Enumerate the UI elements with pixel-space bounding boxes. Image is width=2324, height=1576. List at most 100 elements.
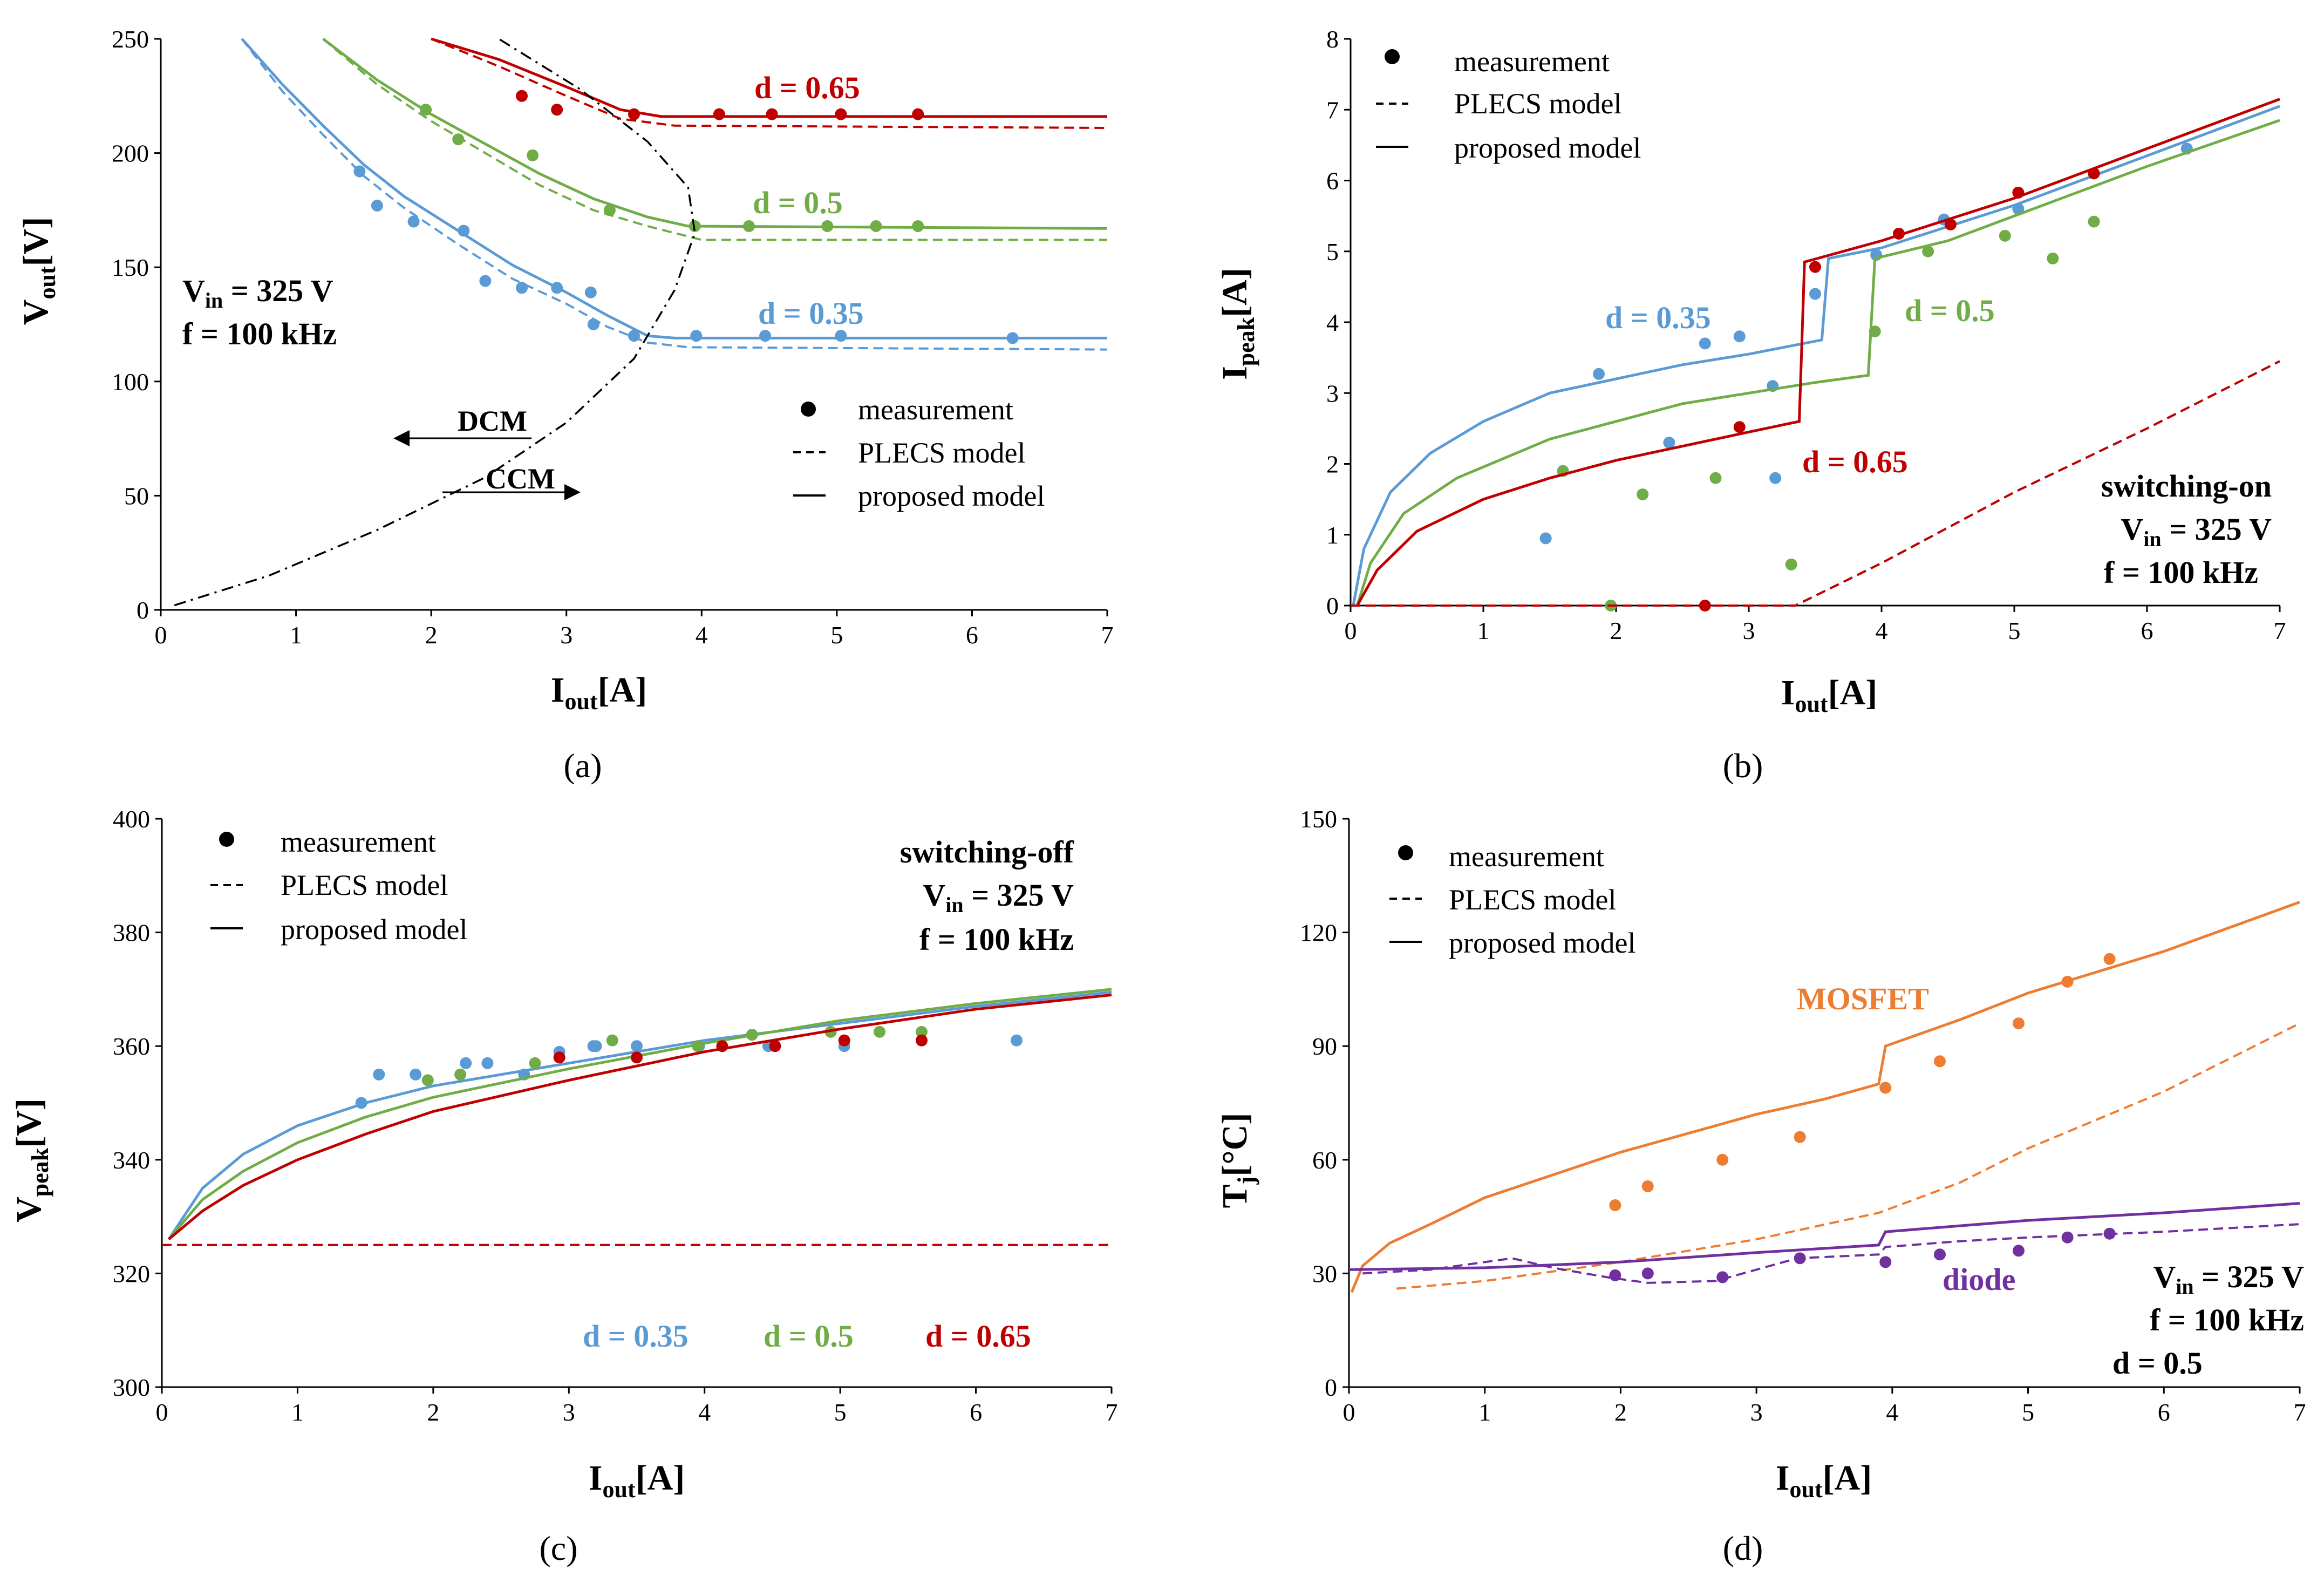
x-tick-label-c: 5: [834, 1398, 847, 1426]
measured-point-d-0-35-a: [516, 282, 528, 294]
measured-point-d-0-65-a: [628, 108, 640, 120]
conditions-vin-a: Vin = 325 V: [182, 273, 333, 313]
legend-label-proposed-a: proposed model: [858, 480, 1045, 512]
measured-point-d-0-35-c: [355, 1097, 367, 1109]
legend-d: measurement PLECS model proposed model: [1389, 840, 1635, 959]
measured-point-d-0-35-a: [371, 199, 383, 212]
measured-point-mosfet-d: [1879, 1082, 1892, 1094]
dcm-label: DCM: [458, 405, 527, 437]
legend-label-proposed-d: proposed model: [1449, 927, 1635, 959]
conditions-f-b: f = 100 kHz: [2104, 555, 2258, 590]
measured-point-d-0-35-a: [551, 282, 563, 294]
series-label-diode-d: diode: [1943, 1262, 2015, 1297]
measured-point-d-0-5-a: [742, 220, 755, 233]
x-tick-label-b: 7: [2274, 617, 2286, 644]
y-axis-title-c: Vpeak[V]: [9, 1098, 53, 1222]
legend-label-plecs-c: PLECS model: [281, 869, 448, 901]
measured-point-d-0-5-a: [912, 220, 924, 233]
x-tick-label-a: 0: [155, 621, 167, 649]
y-tick-label-d: 30: [1312, 1260, 1337, 1287]
measured-point-mosfet-d: [2061, 975, 2074, 988]
proposed-line-d-0-65-a: [431, 37, 1107, 118]
plecs-line-diode-d: [1362, 1223, 2300, 1284]
measured-point-d-0-5-a: [603, 204, 616, 216]
measured-point-d-0-65-b: [1699, 600, 1711, 612]
proposed-line-d-0-65-b: [1356, 98, 2280, 607]
x-tick-label-c: 2: [427, 1398, 439, 1426]
legend-c: measurement PLECS model proposed model: [210, 826, 467, 946]
proposed-line-d-0-35-b: [1352, 105, 2280, 606]
measured-point-d-0-65-a: [551, 104, 563, 116]
y-tick-label-c: 300: [113, 1374, 150, 1401]
measured-point-mosfet-d: [1609, 1199, 1621, 1212]
y-tick-label-b: 3: [1326, 379, 1339, 407]
plot-area-d: 0 1 2 3 4 5 6 7 0 30 60 90 120 150: [1300, 805, 2306, 1426]
proposed-line-d-0-5-b: [1355, 119, 2280, 606]
legend-b: measurement PLECS model proposed model: [1376, 45, 1641, 164]
proposed-line-mosfet-d: [1350, 901, 2300, 1293]
legend-label-proposed-b: proposed model: [1454, 132, 1641, 164]
measured-point-mosfet-d: [1716, 1153, 1729, 1166]
x-tick-label-b: 0: [1345, 617, 1357, 644]
measured-point-mosfet-d: [1794, 1131, 1806, 1143]
chart-panel-b: 0 1 2 3 4 5 6 7 0 1 2 3 4 5 6 7 8 Ipeak[A] Iout[A] (b) m…: [1215, 25, 2286, 785]
measured-point-d-0-5-c: [746, 1029, 758, 1041]
y-axis-title-d: Tj[°C]: [1215, 1113, 1259, 1208]
measured-point-mosfet-d: [1641, 1180, 1654, 1192]
measured-point-d-0-35-a: [407, 215, 420, 228]
measured-point-d-0-35-a: [587, 318, 599, 330]
plecs-line-mosfet-d: [1396, 1022, 2300, 1290]
measured-point-d-0-35-b: [1809, 288, 1821, 300]
y-tick-label-a: 200: [112, 140, 149, 167]
measured-point-d-0-65-c: [916, 1034, 928, 1047]
panel-label-b: (b): [1723, 746, 1763, 785]
panel-label-c: (c): [539, 1529, 577, 1567]
conditions-f-c: f = 100 kHz: [919, 922, 1074, 957]
x-tick-label-a: 4: [696, 621, 708, 649]
measured-point-d-0-65-a: [835, 108, 847, 120]
conditions-mode-b: switching-on: [2101, 468, 2272, 504]
measured-point-mosfet-d: [2103, 953, 2116, 965]
measured-point-d-0-65-c: [769, 1040, 781, 1052]
legend-label-plecs-b: PLECS model: [1454, 87, 1622, 120]
measured-point-d-0-35-a: [479, 275, 492, 287]
measured-point-d-0-5-b: [1709, 472, 1722, 484]
x-tick-label-b: 6: [2141, 617, 2153, 644]
x-tick-label-b: 3: [1743, 617, 1755, 644]
panel-label-d: (d): [1723, 1529, 1763, 1567]
legend-label-measurement-c: measurement: [281, 826, 436, 858]
series-label-d05-c: d = 0.5: [764, 1319, 854, 1354]
x-axis-title-a: Iout[A]: [551, 670, 647, 715]
plot-area-b: 0 1 2 3 4 5 6 7 0 1 2 3 4 5 6 7 8: [1326, 25, 2286, 644]
proposed-line-d-0-65-c: [167, 993, 1112, 1241]
measured-point-d-0-35-b: [1699, 337, 1711, 350]
x-tick-label-b: 2: [1610, 617, 1623, 644]
measured-point-mosfet-d: [2012, 1017, 2025, 1030]
x-tick-label-d: 0: [1343, 1398, 1355, 1426]
measured-point-d-0-35-c: [590, 1040, 602, 1052]
measured-point-diode-d: [1794, 1252, 1806, 1265]
series-label-d035-b: d = 0.35: [1605, 300, 1711, 335]
measured-point-d-0-65-c: [553, 1051, 565, 1064]
measured-point-d-0-65-b: [1892, 227, 1905, 240]
y-tick-label-b: 6: [1326, 167, 1339, 195]
measured-point-d-0-5-c: [874, 1025, 886, 1038]
y-tick-label-a: 250: [112, 25, 149, 53]
measured-point-d-0-65-c: [716, 1040, 728, 1052]
measured-point-d-0-65-a: [713, 108, 725, 120]
measured-point-d-0-65-c: [838, 1034, 850, 1047]
x-tick-label-d: 2: [1614, 1398, 1627, 1426]
conditions-d-d: d = 0.5: [2112, 1346, 2203, 1381]
legend-marker-measurement-d: [1398, 845, 1413, 860]
measured-point-d-0-35-b: [1593, 368, 1605, 380]
x-tick-label-c: 6: [970, 1398, 982, 1426]
y-tick-label-b: 8: [1326, 25, 1339, 53]
panel-label-a: (a): [563, 746, 602, 785]
proposed-line-diode-d: [1348, 1202, 2300, 1271]
y-tick-label-c: 340: [113, 1146, 150, 1174]
measured-point-d-0-5-c: [692, 1040, 704, 1052]
x-axis-title-d: Iout[A]: [1776, 1458, 1872, 1503]
x-tick-label-a: 5: [830, 621, 843, 649]
measured-point-d-0-35-c: [460, 1057, 472, 1069]
